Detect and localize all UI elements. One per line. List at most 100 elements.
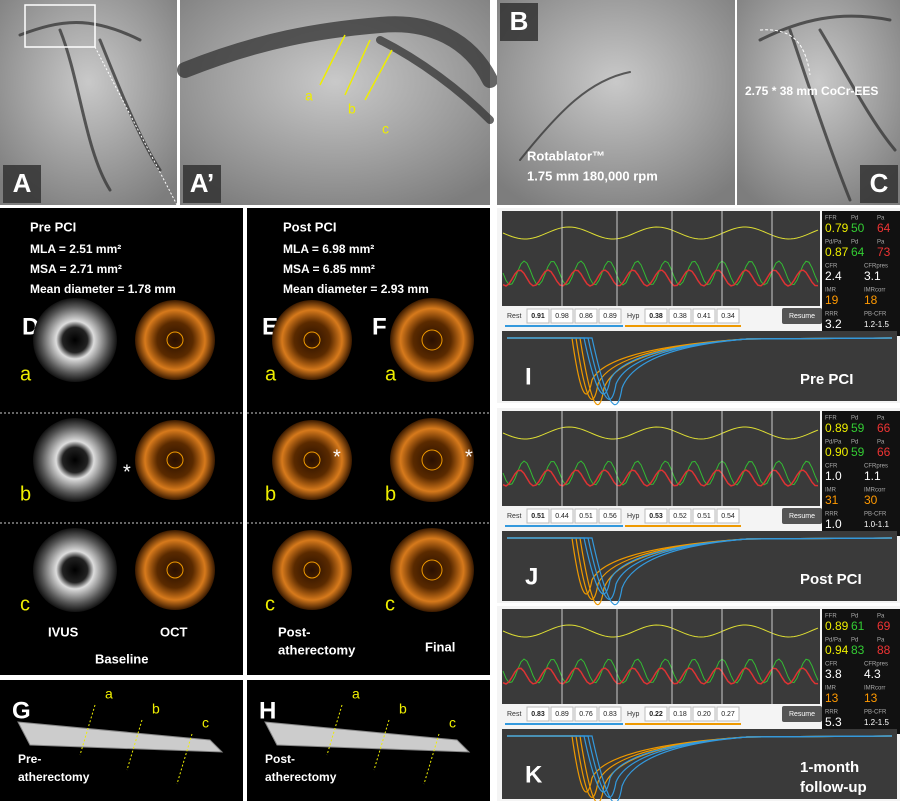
- thermo-curve: [507, 537, 893, 600]
- trace: [502, 226, 819, 240]
- trace: [502, 469, 819, 487]
- resume-button[interactable]: [782, 706, 822, 722]
- reading-label: CFRpres: [864, 662, 888, 668]
- value-box: [668, 706, 692, 722]
- value-box: [644, 508, 668, 524]
- resume-button[interactable]: [782, 308, 822, 324]
- value-box: [598, 706, 622, 722]
- value-box: [692, 706, 716, 722]
- reading-value: 0.89: [825, 619, 849, 633]
- vessel: [177, 16, 498, 88]
- ivus-image: [33, 298, 117, 382]
- reading-value: 0.79: [825, 221, 849, 235]
- panel-label: A: [13, 168, 32, 198]
- thermo-curve: [507, 735, 893, 798]
- reading-value: 1.0: [825, 517, 842, 531]
- section-line: [423, 733, 440, 785]
- section-label: a: [305, 88, 313, 104]
- value-box: [574, 308, 598, 324]
- rest-value: 0.91: [531, 313, 545, 320]
- value-box: [668, 308, 692, 324]
- lumen: [421, 559, 443, 581]
- reading-label: RRR: [825, 312, 839, 318]
- panel-label: J: [525, 563, 538, 590]
- stent-render: [264, 721, 471, 753]
- section-label: a: [352, 686, 360, 702]
- label: Rest: [507, 513, 521, 520]
- reading-label: FFR: [825, 614, 837, 620]
- reading-label: Pd: [851, 416, 858, 422]
- asterisk: *: [333, 446, 341, 468]
- rest-value: 0.86: [579, 313, 593, 320]
- value-box: [598, 308, 622, 324]
- value-box: [526, 308, 550, 324]
- thermo-curve: [507, 735, 893, 793]
- oct-image: [272, 530, 352, 610]
- reading-label: Pd: [851, 638, 858, 644]
- readings-bg: [822, 411, 900, 536]
- value-box: [550, 706, 574, 722]
- reading-label: PB-CFR: [864, 710, 887, 716]
- reading-value: 1.1: [864, 469, 881, 483]
- section-label: b: [152, 701, 160, 717]
- section-label: b: [348, 101, 356, 117]
- trace: [502, 624, 819, 638]
- section-label: b: [399, 701, 407, 717]
- reading-label: PB-CFR: [864, 312, 887, 318]
- section-label: c: [202, 715, 209, 731]
- panel-label-box: [183, 165, 221, 203]
- reading-value: 2.4: [825, 269, 842, 283]
- reading-label: Pa: [877, 614, 885, 620]
- stent-text: 2.75 * 38 mm CoCr-EES: [745, 84, 878, 98]
- resume-label: Resume: [789, 513, 815, 520]
- reading-value: 61: [851, 619, 865, 633]
- label: atherectomy: [278, 642, 356, 657]
- section-line: [126, 719, 143, 771]
- label: Hyp: [627, 711, 640, 718]
- trace: [502, 460, 819, 486]
- hyp-value: 0.52: [673, 513, 687, 520]
- lumen: [303, 561, 321, 579]
- reading-value: 59: [851, 445, 865, 459]
- section-label: c: [382, 121, 389, 137]
- resume-button[interactable]: [782, 508, 822, 524]
- value-box: [668, 508, 692, 524]
- hyp-value: 0.27: [721, 711, 735, 718]
- thermo-curve: [507, 337, 893, 395]
- label: MSA = 2.71 mm²: [30, 262, 122, 276]
- reading-value: 88: [877, 643, 891, 657]
- device-text: 1.75 mm 180,000 rpm: [527, 168, 658, 183]
- rest-value: 0.83: [603, 711, 617, 718]
- vessel: [519, 71, 631, 161]
- label: Rest: [507, 313, 521, 320]
- reading-label: IMRcorr: [864, 686, 885, 692]
- lumen: [303, 451, 321, 469]
- row-label: a: [20, 363, 32, 385]
- rest-value: 0.51: [579, 513, 593, 520]
- lumen: [421, 449, 443, 471]
- oct-image: [135, 420, 215, 500]
- label: Rest: [507, 711, 521, 718]
- asterisk: *: [465, 446, 473, 468]
- reading-value: 59: [851, 421, 865, 435]
- reading-value: 3.2: [825, 317, 842, 331]
- panel-label: B: [510, 6, 529, 36]
- reading-label: Pa: [877, 416, 885, 422]
- panel-label-box: [500, 3, 538, 41]
- reading-label: Pd: [851, 240, 858, 246]
- rest-value: 0.98: [555, 313, 569, 320]
- reading-value: 19: [825, 293, 839, 307]
- reading-value: 3.8: [825, 667, 842, 681]
- panel-title: Post PCI: [283, 219, 336, 234]
- row-label: b: [20, 483, 31, 505]
- reading-label: IMRcorr: [864, 488, 885, 494]
- oct-image: [272, 420, 352, 500]
- reading-label: IMR: [825, 288, 837, 294]
- reading-value: 13: [864, 691, 878, 705]
- rest-value: 0.89: [555, 711, 569, 718]
- vessel: [376, 36, 494, 124]
- reading-value: 1.2-1.5: [864, 718, 889, 727]
- row-label: a: [265, 363, 277, 385]
- value-box: [644, 308, 668, 324]
- reading-value: 5.3: [825, 715, 842, 729]
